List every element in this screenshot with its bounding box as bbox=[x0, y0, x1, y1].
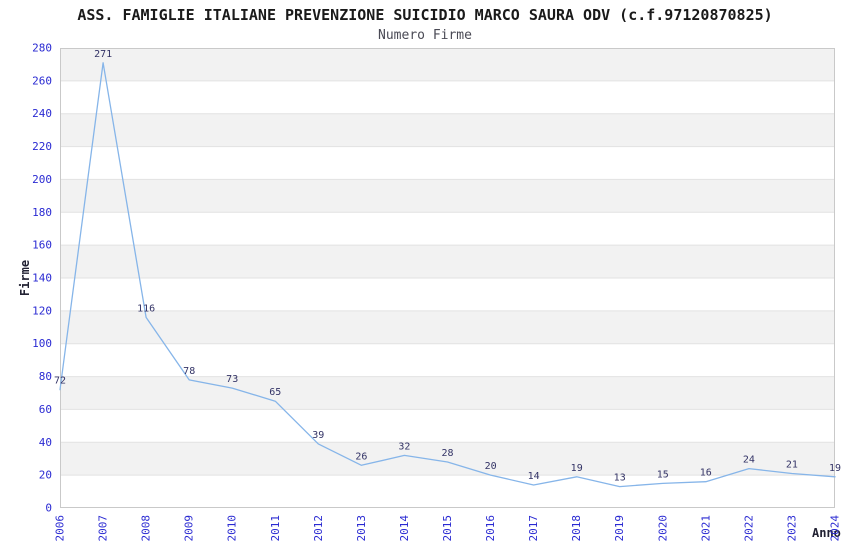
plot-band bbox=[60, 179, 835, 213]
y-tick-label: 280 bbox=[32, 42, 52, 55]
x-tick-label: 2019 bbox=[613, 515, 626, 542]
value-label: 271 bbox=[94, 49, 112, 60]
value-label: 28 bbox=[441, 448, 453, 459]
plot-band bbox=[60, 343, 835, 377]
chart-title: ASS. FAMIGLIE ITALIANE PREVENZIONE SUICI… bbox=[77, 6, 773, 24]
y-tick-label: 100 bbox=[32, 337, 52, 350]
plot-band bbox=[60, 48, 835, 81]
x-tick-label: 2020 bbox=[656, 515, 669, 542]
x-tick-label: 2006 bbox=[54, 515, 67, 542]
value-label: 72 bbox=[54, 376, 66, 387]
value-label: 116 bbox=[137, 303, 155, 314]
y-tick-label: 240 bbox=[32, 107, 52, 120]
plot-band bbox=[60, 475, 835, 508]
value-label: 73 bbox=[226, 374, 238, 385]
value-label: 78 bbox=[183, 366, 195, 377]
plot-band bbox=[60, 212, 835, 246]
value-label: 19 bbox=[829, 463, 841, 474]
value-label: 32 bbox=[398, 441, 410, 452]
x-tick-label: 2013 bbox=[355, 515, 368, 542]
x-tick-label: 2014 bbox=[398, 515, 411, 542]
value-label: 39 bbox=[312, 430, 324, 441]
x-tick-label: 2011 bbox=[269, 515, 282, 542]
value-label: 16 bbox=[700, 468, 712, 479]
value-label: 19 bbox=[571, 463, 583, 474]
y-tick-label: 40 bbox=[39, 436, 52, 449]
plot-band bbox=[60, 376, 835, 410]
x-tick-label: 2022 bbox=[742, 515, 755, 542]
y-tick-label: 0 bbox=[45, 502, 52, 515]
plot-band bbox=[60, 80, 835, 114]
y-tick-label: 160 bbox=[32, 239, 52, 252]
x-tick-label: 2012 bbox=[312, 515, 325, 542]
y-tick-label: 20 bbox=[39, 469, 52, 482]
y-tick-label: 180 bbox=[32, 206, 52, 219]
chart-subtitle: Numero Firme bbox=[378, 28, 472, 43]
plot-band bbox=[60, 146, 835, 180]
y-tick-label: 260 bbox=[32, 74, 52, 87]
x-tick-label: 2017 bbox=[527, 515, 540, 542]
x-tick-label: 2023 bbox=[785, 515, 798, 542]
x-tick-label: 2009 bbox=[183, 515, 196, 542]
value-label: 26 bbox=[355, 451, 367, 462]
value-label: 24 bbox=[743, 455, 755, 466]
plot-band bbox=[60, 245, 835, 278]
plot-band bbox=[60, 442, 835, 476]
plot-border bbox=[60, 48, 835, 508]
y-tick-label: 220 bbox=[32, 140, 52, 153]
x-tick-label: 2024 bbox=[829, 515, 842, 542]
plot-band bbox=[60, 113, 835, 147]
x-tick-label: 2008 bbox=[140, 515, 153, 542]
y-tick-label: 60 bbox=[39, 403, 52, 416]
x-axis-title: Anno bbox=[812, 526, 841, 540]
x-tick-label: 2021 bbox=[699, 515, 712, 542]
plot-band bbox=[60, 310, 835, 344]
value-label: 20 bbox=[485, 461, 497, 472]
y-tick-label: 200 bbox=[32, 173, 52, 186]
value-label: 14 bbox=[528, 471, 540, 482]
x-tick-label: 2018 bbox=[570, 515, 583, 542]
plot-band bbox=[60, 409, 835, 443]
x-tick-label: 2007 bbox=[97, 515, 110, 542]
x-tick-label: 2010 bbox=[226, 515, 239, 542]
y-tick-label: 120 bbox=[32, 304, 52, 317]
value-label: 13 bbox=[614, 473, 626, 484]
value-label: 65 bbox=[269, 387, 281, 398]
plot-band bbox=[60, 278, 835, 311]
value-label: 15 bbox=[657, 469, 669, 480]
y-tick-label: 140 bbox=[32, 272, 52, 285]
x-tick-label: 2016 bbox=[484, 515, 497, 542]
y-tick-label: 80 bbox=[39, 370, 52, 383]
value-label: 21 bbox=[786, 460, 798, 471]
x-tick-label: 2015 bbox=[441, 515, 454, 542]
data-line bbox=[59, 62, 836, 488]
